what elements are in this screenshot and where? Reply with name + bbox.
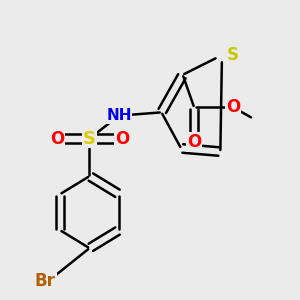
Text: S: S	[227, 46, 239, 64]
Text: S: S	[83, 130, 96, 148]
Text: O: O	[187, 133, 201, 151]
Text: O: O	[50, 130, 64, 148]
Text: NH: NH	[106, 108, 132, 123]
Text: Br: Br	[35, 272, 56, 290]
Text: S: S	[227, 46, 239, 64]
Text: O: O	[115, 130, 129, 148]
Text: O: O	[226, 98, 241, 116]
